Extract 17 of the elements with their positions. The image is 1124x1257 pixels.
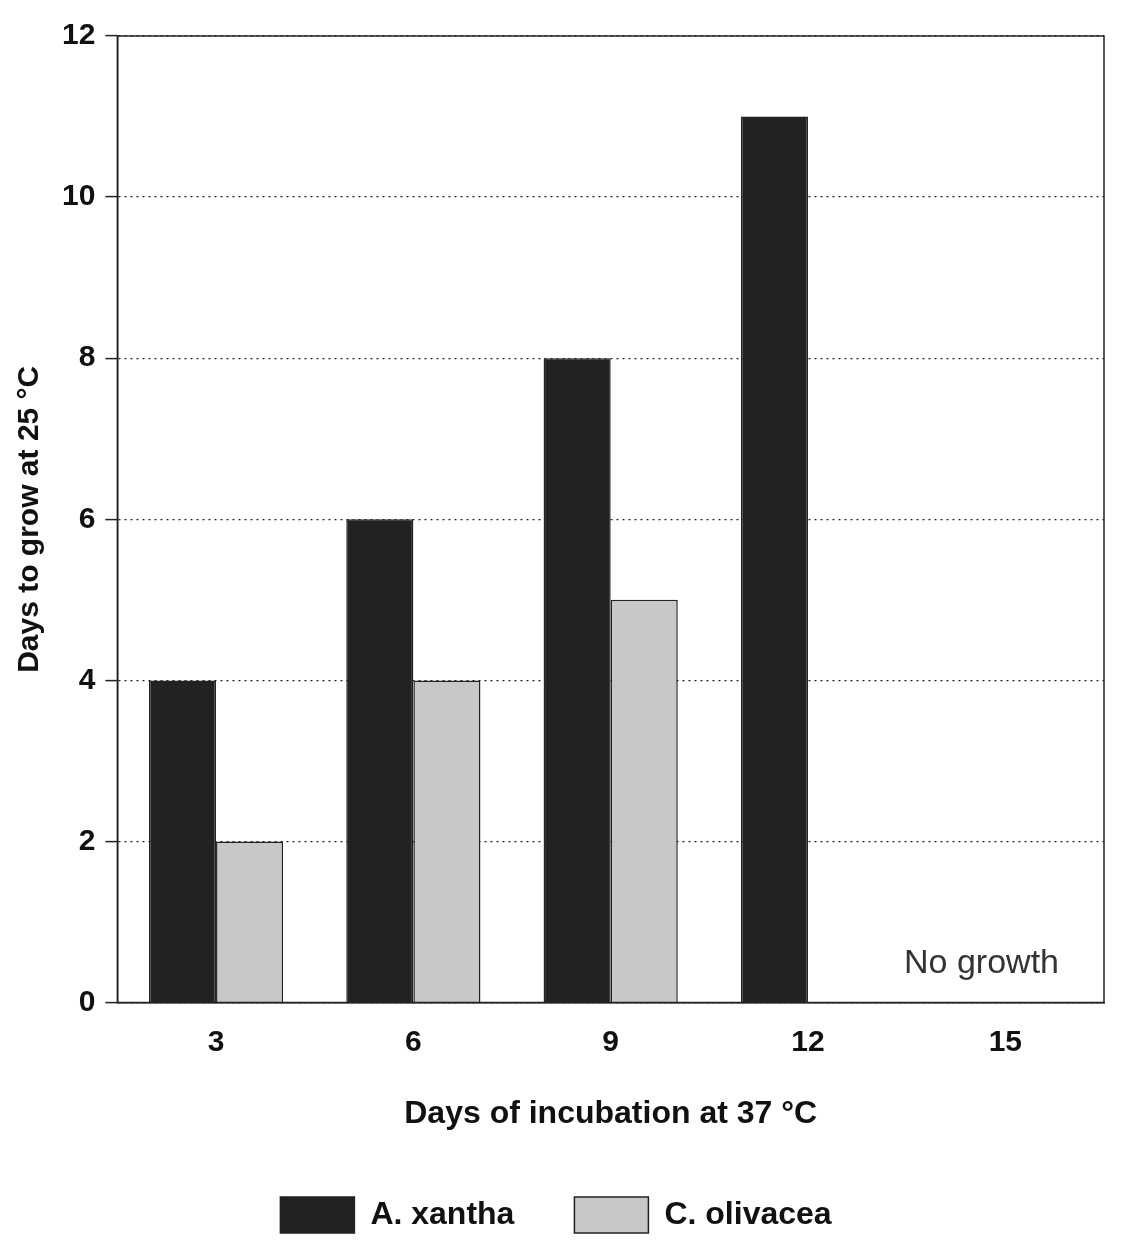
annotation: No growth — [904, 941, 1059, 980]
x-tick-label: 15 — [988, 1023, 1023, 1057]
y-tick-label: 0 — [78, 983, 96, 1017]
x-tick-label: 3 — [207, 1023, 225, 1057]
y-tick-label: 4 — [78, 661, 96, 695]
y-tick-label: 2 — [78, 822, 96, 856]
x-tick-label: 6 — [405, 1023, 422, 1057]
y-tick-label: 10 — [61, 178, 96, 212]
legend-label: C. olivacea — [664, 1194, 832, 1231]
legend-label: A. xantha — [370, 1194, 515, 1231]
y-tick-label: 8 — [78, 339, 96, 373]
x-axis-title: Days of incubation at 37 °C — [404, 1093, 818, 1130]
x-tick-label: 9 — [602, 1023, 620, 1057]
y-tick-label: 6 — [78, 500, 96, 534]
x-tick-label: 12 — [791, 1023, 825, 1057]
y-axis-title: Days to grow at 25 °C — [11, 365, 45, 673]
y-tick-label: 12 — [61, 17, 96, 51]
